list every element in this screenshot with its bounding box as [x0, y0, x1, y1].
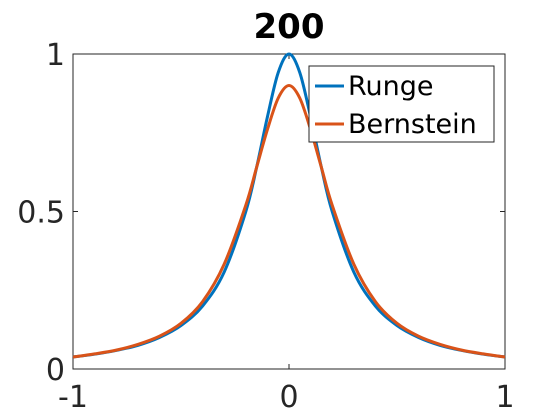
series-lines [72, 52, 506, 359]
legend-label-bernstein: Bernstein [348, 109, 477, 140]
x-tick-label: -1 [58, 380, 88, 415]
y-tick-label: 0.5 [17, 196, 65, 231]
legend-box [308, 65, 495, 143]
x-tick-label: 0 [279, 380, 298, 415]
series-line-bernstein [72, 84, 506, 359]
y-tick-label: 0 [46, 353, 65, 388]
legend: Runge Bernstein [308, 65, 495, 143]
chart-title: 200 [254, 7, 325, 47]
y-tick-label: 1 [46, 38, 65, 73]
legend-label-runge: Runge [348, 71, 434, 102]
axis-ticks: -1 0 100.51 [17, 38, 514, 415]
x-tick-label: 1 [495, 380, 514, 415]
